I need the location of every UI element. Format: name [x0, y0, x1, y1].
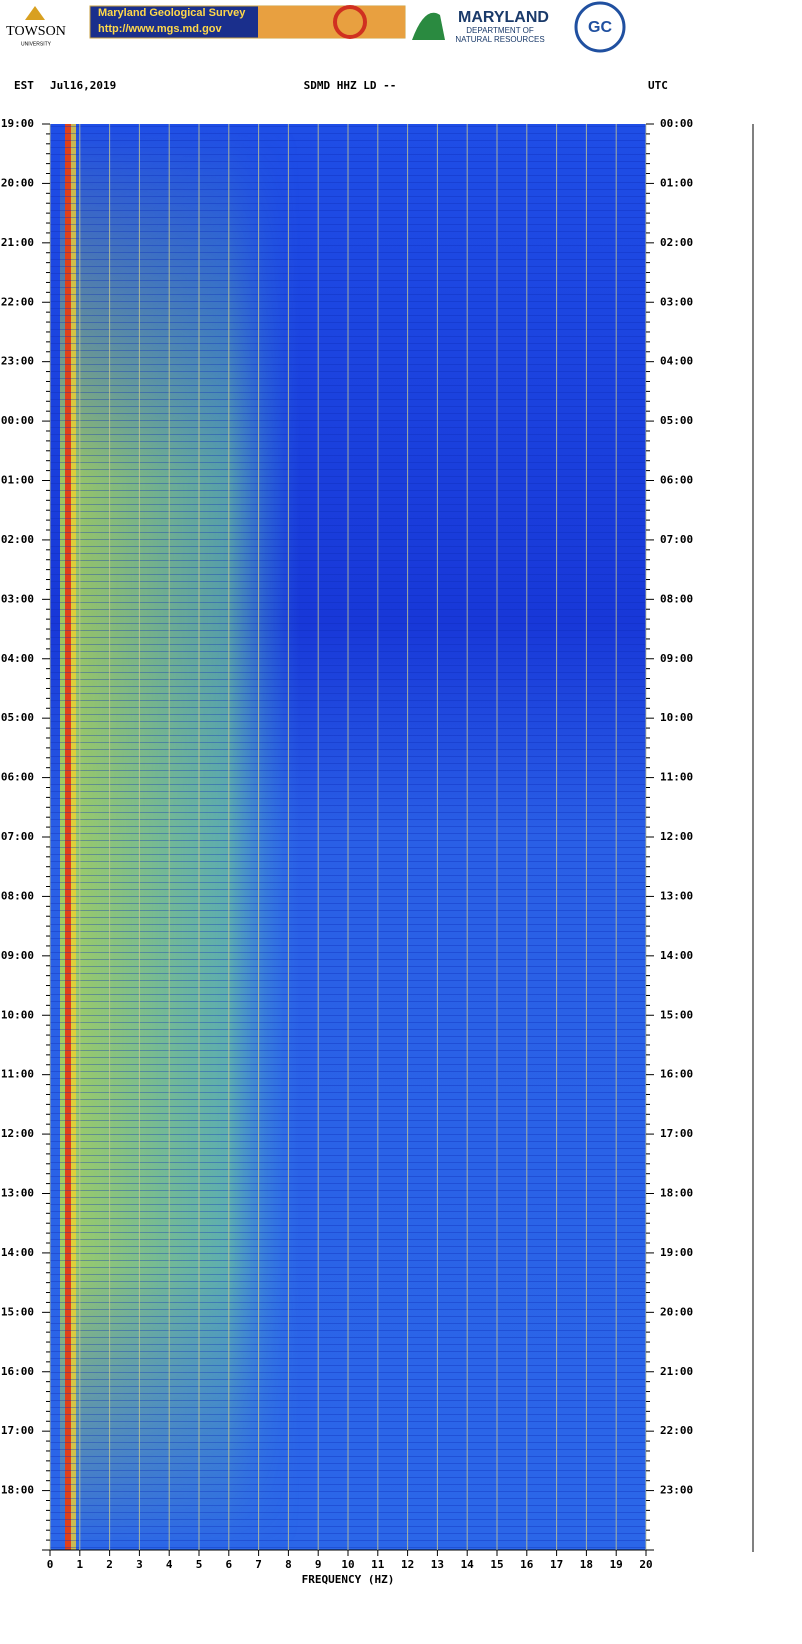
mgs-url: http://www.mgs.md.gov — [98, 23, 223, 35]
x-tick-label: 12 — [401, 1558, 414, 1571]
dnr-icon — [412, 12, 445, 40]
gc-text: GC — [588, 19, 612, 36]
left-time-label: 18:00 — [1, 1484, 34, 1497]
right-time-label: 12:00 — [660, 830, 693, 843]
right-time-label: 01:00 — [660, 176, 693, 189]
left-label: EST — [14, 79, 34, 92]
mgs-rings — [333, 5, 367, 39]
right-time-label: 09:00 — [660, 652, 693, 665]
left-time-label: 13:00 — [1, 1187, 34, 1200]
mgs-image — [258, 6, 405, 38]
right-time-label: 02:00 — [660, 236, 693, 249]
left-time-label: 23:00 — [1, 355, 34, 368]
right-time-label: 15:00 — [660, 1008, 693, 1021]
right-time-label: 21:00 — [660, 1365, 693, 1378]
x-tick-label: 17 — [550, 1558, 563, 1571]
left-time-label: 09:00 — [1, 949, 34, 962]
right-time-label: 10:00 — [660, 711, 693, 724]
x-tick-label: 16 — [520, 1558, 534, 1571]
dnr-line2: NATURAL RESOURCES — [455, 35, 544, 44]
x-tick-label: 20 — [639, 1558, 652, 1571]
gc-logo — [574, 1, 626, 53]
towson-icon — [25, 6, 45, 20]
right-time-label: 06:00 — [660, 474, 693, 487]
left-time-label: 20:00 — [1, 176, 34, 189]
left-time-label: 04:00 — [1, 652, 34, 665]
left-time-label: 10:00 — [1, 1008, 34, 1021]
x-tick-label: 0 — [47, 1558, 54, 1571]
right-time-label: 05:00 — [660, 414, 693, 427]
right-time-label: 04:00 — [660, 355, 693, 368]
chart-title: SDMD HHZ LD -- — [304, 79, 397, 92]
towson-name: TOWSON — [6, 24, 66, 39]
x-tick-label: 15 — [490, 1558, 503, 1571]
x-axis-label: FREQUENCY (HZ) — [302, 1573, 395, 1586]
left-time-label: 01:00 — [1, 474, 34, 487]
x-tick-label: 1 — [76, 1558, 83, 1571]
left-time-label: 21:00 — [1, 236, 34, 249]
x-tick-label: 3 — [136, 1558, 143, 1571]
left-time-label: 03:00 — [1, 592, 34, 605]
x-tick-label: 2 — [106, 1558, 113, 1571]
date: Jul16,2019 — [50, 79, 116, 92]
left-time-label: 14:00 — [1, 1246, 34, 1259]
left-time-label: 08:00 — [1, 889, 34, 902]
right-label: UTC — [648, 79, 668, 92]
header: TOWSON UNIVERSITY Maryland Geological Su… — [6, 1, 626, 53]
right-time-label: 07:00 — [660, 533, 693, 546]
right-time-label: 13:00 — [660, 889, 693, 902]
x-tick-label: 4 — [166, 1558, 173, 1571]
spectrogram — [50, 124, 754, 1552]
right-time-label: 03:00 — [660, 295, 693, 308]
x-tick-label: 14 — [461, 1558, 475, 1571]
left-time-label: 17:00 — [1, 1424, 34, 1437]
x-tick-label: 7 — [255, 1558, 262, 1571]
right-time-label: 23:00 — [660, 1484, 693, 1497]
left-time-label: 15:00 — [1, 1305, 34, 1318]
x-tick-label: 18 — [580, 1558, 593, 1571]
right-time-label: 17:00 — [660, 1127, 693, 1140]
x-tick-label: 9 — [315, 1558, 322, 1571]
left-time-label: 16:00 — [1, 1365, 34, 1378]
dnr-title: MARYLAND — [458, 9, 549, 26]
right-time-label: 00:00 — [660, 117, 693, 130]
left-time-label: 02:00 — [1, 533, 34, 546]
left-time-label: 22:00 — [1, 295, 34, 308]
right-time-label: 19:00 — [660, 1246, 693, 1259]
left-time-label: 00:00 — [1, 414, 34, 427]
dnr-line1: DEPARTMENT OF — [466, 26, 534, 35]
mgs-title: Maryland Geological Survey — [98, 7, 246, 19]
left-time-label: 06:00 — [1, 771, 34, 784]
left-time-label: 12:00 — [1, 1127, 34, 1140]
right-time-label: 14:00 — [660, 949, 693, 962]
x-tick-label: 6 — [225, 1558, 232, 1571]
right-time-label: 11:00 — [660, 771, 693, 784]
right-time-label: 16:00 — [660, 1068, 693, 1081]
right-time-label: 18:00 — [660, 1187, 693, 1200]
right-time-label: 20:00 — [660, 1305, 693, 1318]
left-time-label: 07:00 — [1, 830, 34, 843]
x-tick-label: 5 — [196, 1558, 203, 1571]
x-tick-label: 19 — [610, 1558, 623, 1571]
left-time-label: 19:00 — [1, 117, 34, 130]
towson-sub: UNIVERSITY — [21, 41, 52, 47]
right-time-label: 22:00 — [660, 1424, 693, 1437]
x-tick-label: 11 — [371, 1558, 385, 1571]
x-tick-label: 8 — [285, 1558, 292, 1571]
left-time-label: 05:00 — [1, 711, 34, 724]
left-time-label: 11:00 — [1, 1068, 34, 1081]
x-tick-label: 10 — [341, 1558, 354, 1571]
x-tick-label: 13 — [431, 1558, 444, 1571]
right-time-label: 08:00 — [660, 592, 693, 605]
